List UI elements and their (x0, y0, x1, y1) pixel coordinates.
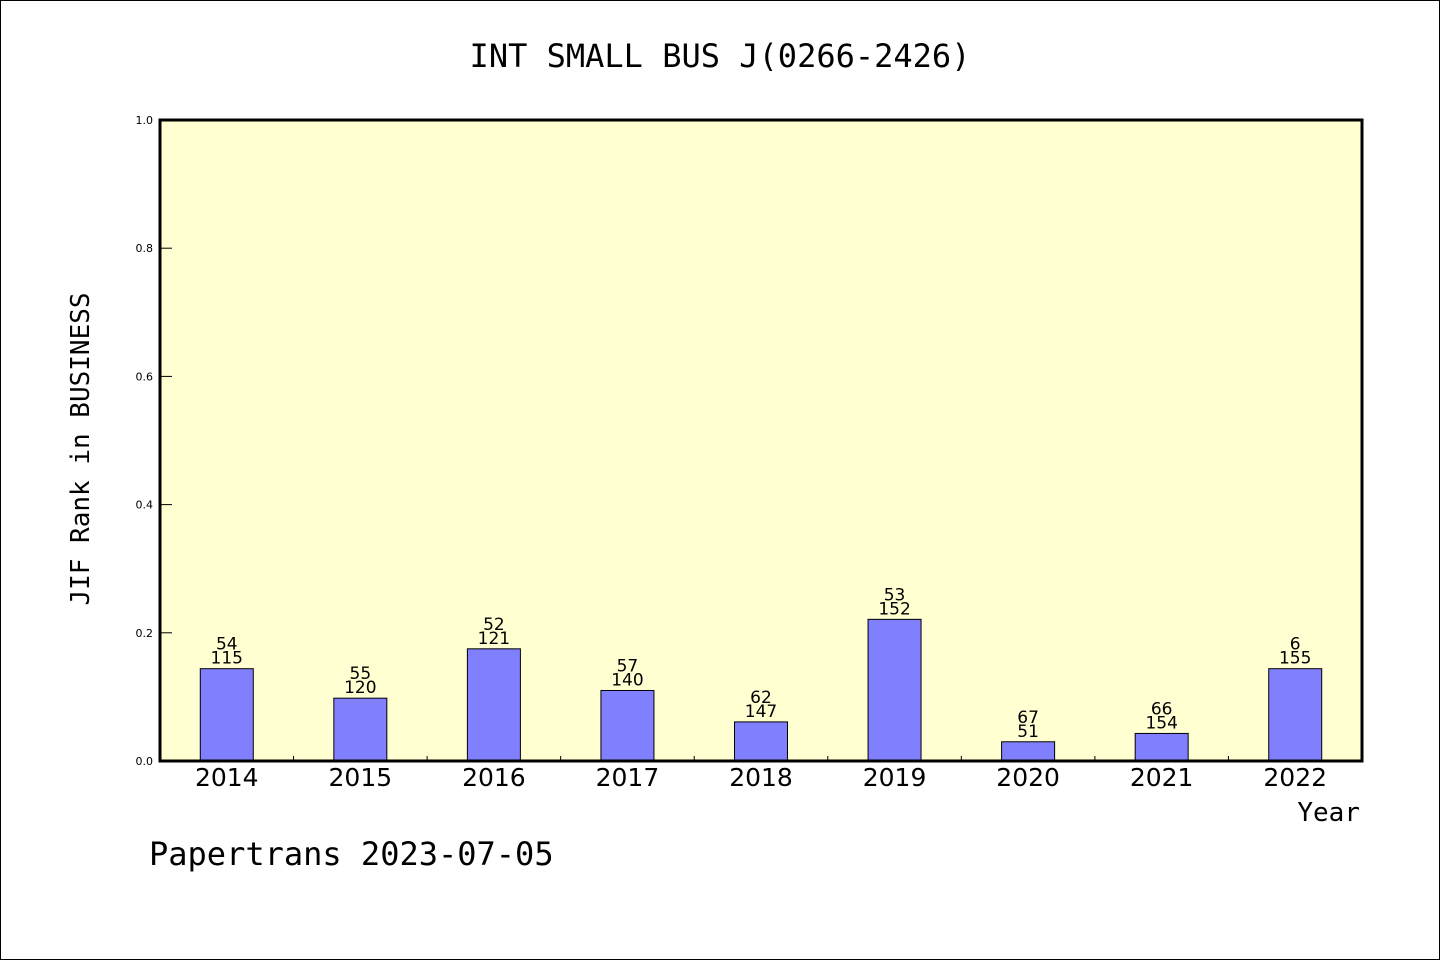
x-tick-label: 2022 (1263, 763, 1327, 792)
x-tick-label: 2016 (462, 763, 526, 792)
x-tick-label: 2020 (996, 763, 1060, 792)
bar-2020 (1001, 741, 1056, 762)
x-tick-label: 2019 (863, 763, 927, 792)
data-label-rank: 67 (1017, 708, 1039, 728)
x-tick-label: 2018 (729, 763, 793, 792)
data-label-total: 154 (1145, 713, 1177, 733)
plot-border (158, 118, 1364, 763)
plot-area (158, 118, 1364, 763)
bar-2018 (734, 721, 788, 762)
data-label-rank: 55 (350, 664, 372, 684)
x-axis-ticks: 2014 2015 2016 2017 2018 2019 2020 2021 2022 (195, 756, 1327, 792)
data-label-total: 121 (478, 629, 510, 649)
y-tick-label: 0.6 (136, 370, 154, 383)
data-label-rank: 54 (216, 635, 238, 655)
data-label-total: 152 (878, 599, 910, 619)
y-tick-label: 0.4 (136, 499, 154, 512)
y-tick-label: 0.2 (136, 627, 154, 640)
bar-2015 (333, 697, 388, 762)
y-axis-label: JIF Rank in BUSINESS (66, 292, 96, 605)
data-label-total: 115 (211, 649, 243, 669)
x-tick-label: 2015 (329, 763, 393, 792)
data-label-rank: 6 (1290, 635, 1301, 655)
data-label-total: 51 (1017, 722, 1039, 742)
data-label-total: 147 (745, 702, 777, 722)
data-label-rank: 57 (617, 656, 639, 676)
y-tick-label: 1.0 (136, 114, 154, 127)
data-label-total: 155 (1279, 649, 1311, 669)
chart-title: INT SMALL BUS J(0266-2426) (470, 37, 971, 75)
x-tick-label: 2021 (1130, 763, 1194, 792)
bar-2021 (1134, 732, 1189, 762)
bar-2022 (1268, 668, 1323, 762)
bar-2017 (600, 689, 655, 762)
footer-credit: Papertrans 2023-07-05 (149, 835, 554, 873)
data-label-total: 120 (344, 678, 376, 698)
y-tick-label: 0.0 (136, 755, 154, 768)
x-axis-label: Year (1297, 798, 1360, 828)
x-tick-label: 2017 (596, 763, 660, 792)
data-label-rank: 52 (483, 615, 505, 635)
data-label-rank: 66 (1151, 699, 1173, 719)
bar-2016 (466, 648, 521, 762)
bar-2019 (867, 618, 922, 762)
data-label-rank: 62 (750, 688, 772, 708)
x-tick-label: 2014 (195, 763, 259, 792)
bars (199, 618, 1323, 762)
bar-2014 (199, 668, 254, 762)
data-label-rank: 53 (884, 585, 906, 605)
data-label-total: 140 (611, 670, 643, 690)
y-tick-label: 0.8 (136, 242, 154, 255)
